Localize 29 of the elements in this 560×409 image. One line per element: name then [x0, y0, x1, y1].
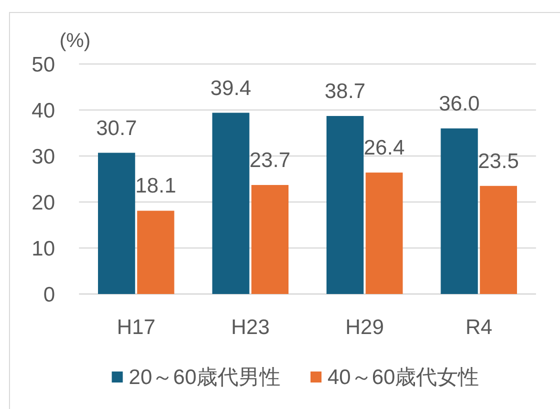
bar — [440, 128, 478, 294]
x-tick-label: H29 — [345, 316, 384, 339]
legend-label: 40～60歳代女性 — [328, 366, 480, 389]
data-label: 30.7 — [96, 116, 137, 140]
data-label: 26.4 — [364, 136, 405, 160]
x-tick-label: H17 — [116, 316, 156, 339]
data-label: 39.4 — [210, 76, 252, 100]
y-tick-label: 30 — [32, 146, 55, 168]
y-tick-label: 20 — [32, 192, 55, 214]
data-label: 23.5 — [478, 150, 519, 173]
data-label: 36.0 — [438, 92, 480, 116]
bar — [251, 184, 289, 294]
y-tick-label: 50 — [32, 54, 55, 76]
x-tick-label: H23 — [231, 316, 270, 339]
y-tick-label: 40 — [32, 100, 55, 122]
data-label: 18.1 — [135, 174, 176, 198]
y-axis-title: (%) — [59, 30, 91, 52]
bar — [98, 152, 136, 294]
y-tick-label: 0 — [43, 284, 55, 306]
data-label: 23.7 — [250, 148, 290, 172]
bar — [326, 116, 364, 294]
bar — [137, 210, 174, 294]
bar — [212, 112, 250, 294]
bar — [480, 186, 518, 294]
legend-label: 20～60歳代男性 — [128, 366, 280, 389]
bar — [366, 172, 403, 294]
data-label: 38.7 — [324, 80, 366, 103]
y-tick-label: 10 — [32, 238, 55, 260]
x-tick-label: R4 — [465, 316, 493, 339]
